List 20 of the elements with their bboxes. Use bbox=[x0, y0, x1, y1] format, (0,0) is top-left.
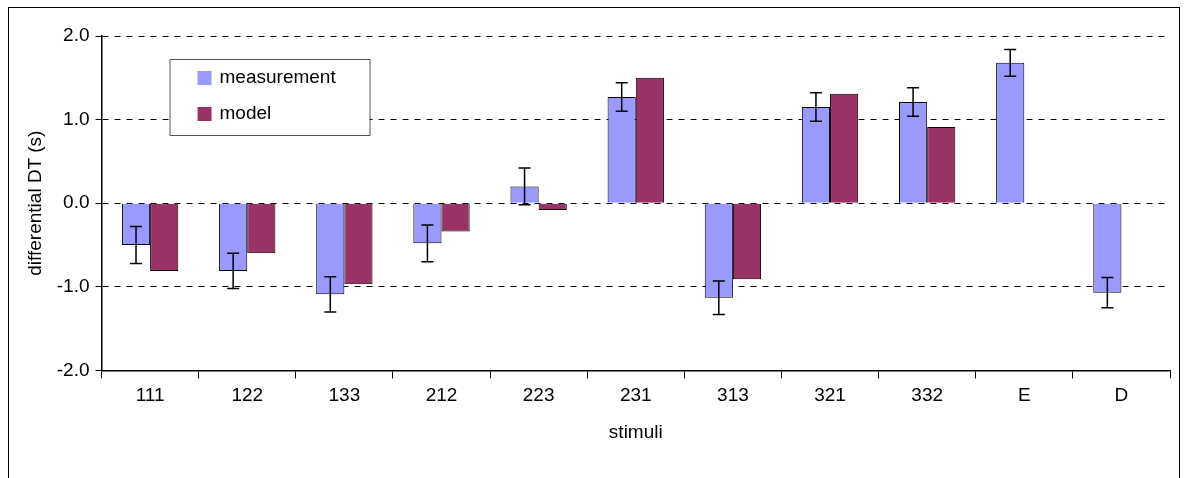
x-tick-label: 313 bbox=[717, 384, 749, 406]
x-tick-label: 321 bbox=[814, 384, 846, 406]
x-tick-label: D bbox=[1114, 384, 1129, 406]
legend-label: model bbox=[219, 102, 272, 124]
x-tick-label: 133 bbox=[328, 384, 361, 406]
x-tick-label: 111 bbox=[135, 384, 165, 406]
y-tick-label: -1.0 bbox=[56, 275, 90, 297]
y-tick-label: 2.0 bbox=[63, 24, 90, 46]
legend-label: measurement bbox=[219, 66, 337, 88]
x-tick-label: E bbox=[1017, 384, 1031, 406]
y-tick-label: 0.0 bbox=[63, 191, 90, 213]
y-tick-label: 1.0 bbox=[63, 107, 90, 129]
x-axis-title: stimuli bbox=[608, 420, 663, 442]
x-tick-label: 223 bbox=[522, 384, 555, 406]
x-tick-label: 332 bbox=[911, 384, 944, 406]
x-tick-label: 212 bbox=[425, 384, 458, 406]
x-tick-label: 231 bbox=[619, 384, 652, 406]
y-axis-title: differential DT (s) bbox=[23, 130, 45, 276]
y-tick-label: -2.0 bbox=[56, 358, 90, 380]
x-tick-label: 122 bbox=[231, 384, 264, 406]
